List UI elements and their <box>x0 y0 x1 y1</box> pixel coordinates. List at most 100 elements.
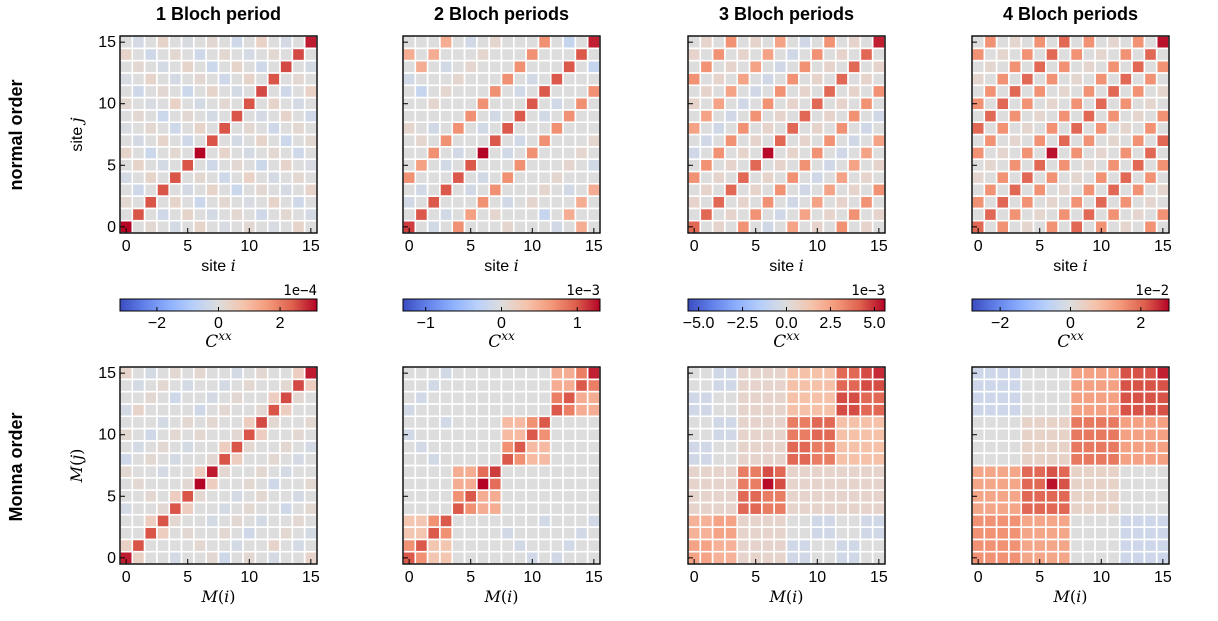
heatmap-cell <box>798 72 812 87</box>
heatmap-cell <box>451 96 466 111</box>
heatmap-cell <box>488 35 503 50</box>
heatmap-cell <box>687 538 702 553</box>
heatmap-cell <box>1008 464 1023 479</box>
heatmap-cell <box>1057 158 1072 173</box>
heatmap-cell <box>242 440 257 454</box>
heatmap-cell <box>699 47 714 62</box>
heatmap-cell <box>798 403 812 418</box>
heatmap-cell <box>549 47 564 62</box>
heatmap-cell <box>798 170 812 185</box>
heatmap-cell <box>303 47 318 62</box>
heatmap-cell <box>303 501 318 516</box>
heatmap-cell <box>859 158 874 173</box>
x-axis-label: site i <box>201 256 235 275</box>
heatmap-cell <box>537 195 552 210</box>
heatmap-cell <box>254 158 269 173</box>
heatmap-cell <box>414 378 429 393</box>
heatmap-cell <box>500 158 515 173</box>
heatmap-cell <box>426 170 441 185</box>
heatmap-cell <box>525 464 540 479</box>
colorbar-multiplier: 1e−3 <box>851 283 885 299</box>
heatmap-cell <box>143 195 158 210</box>
heatmap-cell <box>736 489 751 504</box>
heatmap-cell <box>773 195 788 210</box>
heatmap-cell <box>303 195 318 210</box>
heatmap-cell <box>303 489 318 504</box>
heatmap-cell <box>180 109 195 123</box>
heatmap-cell <box>279 513 294 528</box>
heatmap-cell <box>402 501 417 516</box>
heatmap-cell <box>736 207 751 222</box>
heatmap-cell <box>254 121 269 136</box>
heatmap-cell <box>266 403 281 418</box>
heatmap-cell <box>574 84 589 99</box>
heatmap-cell <box>711 489 726 504</box>
heatmap-cell <box>119 59 134 74</box>
heatmap-cell <box>549 96 564 111</box>
heatmap-cell <box>995 366 1010 381</box>
heatmap-cell <box>476 501 490 516</box>
heatmap-cell <box>1118 133 1133 148</box>
heatmap-cell <box>279 550 294 565</box>
heatmap-cell <box>303 427 318 442</box>
heatmap-cell <box>119 182 134 197</box>
heatmap-cell <box>463 538 478 553</box>
heatmap-cell <box>798 219 812 234</box>
heatmap-cell <box>995 477 1010 491</box>
heatmap-cell <box>230 182 244 197</box>
heatmap-cell <box>254 219 269 234</box>
heatmap-cell <box>266 489 281 504</box>
heatmap-cell <box>687 390 702 405</box>
colorbar-multiplier: 1e−3 <box>566 283 600 299</box>
heatmap-cell <box>131 464 146 479</box>
heatmap-cell <box>1057 366 1072 381</box>
heatmap-cell <box>574 538 589 553</box>
heatmap-cell <box>1020 501 1035 516</box>
heatmap-cell <box>1057 452 1072 467</box>
heatmap-cell <box>971 195 986 210</box>
heatmap-cell <box>266 501 281 516</box>
heatmap-cell <box>859 195 874 210</box>
heatmap-cell <box>513 170 527 185</box>
heatmap-cell <box>1020 121 1035 136</box>
heatmap-cell <box>402 477 417 491</box>
heatmap-cell <box>1057 84 1072 99</box>
heatmap-cell <box>1131 170 1146 185</box>
y-tick-label: 10 <box>98 96 116 113</box>
heatmap-cell <box>736 84 751 99</box>
heatmap-cell <box>426 477 441 491</box>
x-axis-label: M(i) <box>483 587 518 606</box>
heatmap-cell <box>303 109 318 123</box>
heatmap-cell <box>983 366 998 381</box>
heatmap-cell <box>971 59 986 74</box>
heatmap-cell <box>785 366 800 381</box>
heatmap-cell <box>254 96 269 111</box>
heatmap-cell <box>1118 501 1133 516</box>
heatmap-cell <box>586 477 601 491</box>
heatmap-cell <box>131 72 146 87</box>
heatmap-cell <box>810 195 825 210</box>
heatmap-cell <box>193 427 207 442</box>
heatmap-cell <box>995 550 1010 565</box>
heatmap-cell <box>586 195 601 210</box>
x-tick-label: 10 <box>523 238 541 255</box>
heatmap-cell <box>687 440 702 454</box>
heatmap-cell <box>291 47 306 62</box>
heatmap-cell <box>736 550 751 565</box>
heatmap-cell <box>834 513 849 528</box>
heatmap-cell <box>822 440 837 454</box>
heatmap-cell <box>736 133 751 148</box>
heatmap-panel: 0 5 10 15M(i) <box>402 366 603 606</box>
heatmap-cell <box>1131 501 1146 516</box>
heatmap-cell <box>586 464 601 479</box>
heatmap-cell <box>513 133 527 148</box>
heatmap-cell <box>822 72 837 87</box>
heatmap-cell <box>1082 427 1096 442</box>
heatmap-cell <box>1008 390 1023 405</box>
heatmap-cell <box>1118 109 1133 123</box>
colorbar-tick-label: −2.5 <box>727 315 759 332</box>
heatmap-cell <box>254 170 269 185</box>
heatmap-cell <box>1106 366 1121 381</box>
x-tick-label: 0 <box>690 238 699 255</box>
